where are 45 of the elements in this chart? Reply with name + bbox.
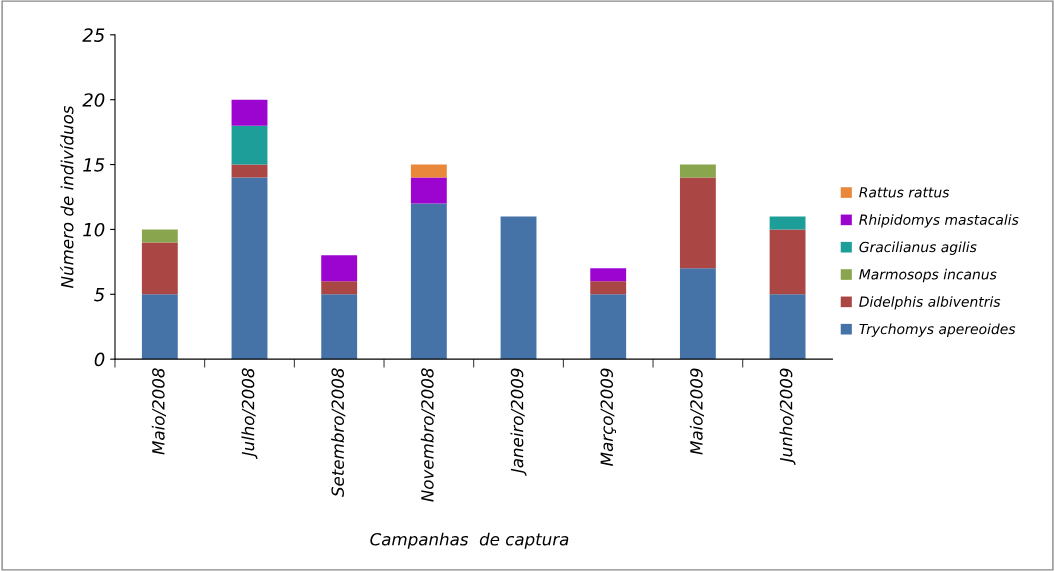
bar	[321, 281, 358, 295]
legend-label: Trychomys apereoides	[859, 323, 1016, 337]
bar	[679, 268, 716, 360]
bar	[500, 216, 537, 360]
y-axis-title: Número de indivíduos	[59, 105, 74, 289]
x-tick-label: Setembro/2008	[331, 368, 346, 497]
legend-label: Didelphis albiventris	[859, 296, 1001, 310]
y-tick-label: 25	[82, 28, 105, 42]
bar	[321, 294, 358, 360]
legend-label: Rhipidomys mastacalis	[859, 214, 1019, 228]
bar	[679, 177, 716, 269]
x-tick-label: Maio/2008	[151, 368, 166, 455]
legend-label: Rattus rattus	[859, 187, 950, 198]
y-tick-label: 5	[94, 287, 105, 302]
bar	[141, 242, 178, 295]
bar	[141, 294, 178, 360]
x-tick-label: Novembro/2008	[420, 368, 435, 502]
bar	[590, 294, 627, 360]
bar	[769, 229, 806, 295]
bar	[410, 177, 447, 204]
bar	[231, 177, 268, 360]
bar	[141, 229, 178, 243]
bar	[769, 216, 806, 230]
legend-label: Gracilianus agilis	[859, 241, 977, 255]
bar	[769, 294, 806, 360]
bar	[410, 164, 447, 178]
x-tick-label: Janeiro/2009	[510, 368, 527, 476]
bar	[410, 203, 447, 360]
y-tick-label: 15	[83, 158, 105, 172]
bar	[590, 281, 627, 295]
x-tick-label: Maio/2009	[689, 368, 705, 455]
x-tick-label: Junho/2009	[779, 368, 796, 466]
bar	[231, 164, 268, 178]
y-tick-label: 0	[94, 352, 105, 367]
bar	[679, 164, 716, 178]
y-tick-label: 10	[83, 222, 105, 237]
bar	[321, 255, 358, 282]
y-tick-label: 20	[82, 93, 105, 107]
x-axis-title: Campanhas de captura	[370, 532, 569, 549]
bar	[231, 99, 268, 126]
bar	[231, 125, 268, 165]
legend-label: Marmosops incanus	[859, 268, 997, 283]
x-tick-label: Julho/2008	[241, 368, 258, 460]
x-tick-label: Março/2009	[600, 368, 617, 466]
bar	[590, 268, 627, 282]
